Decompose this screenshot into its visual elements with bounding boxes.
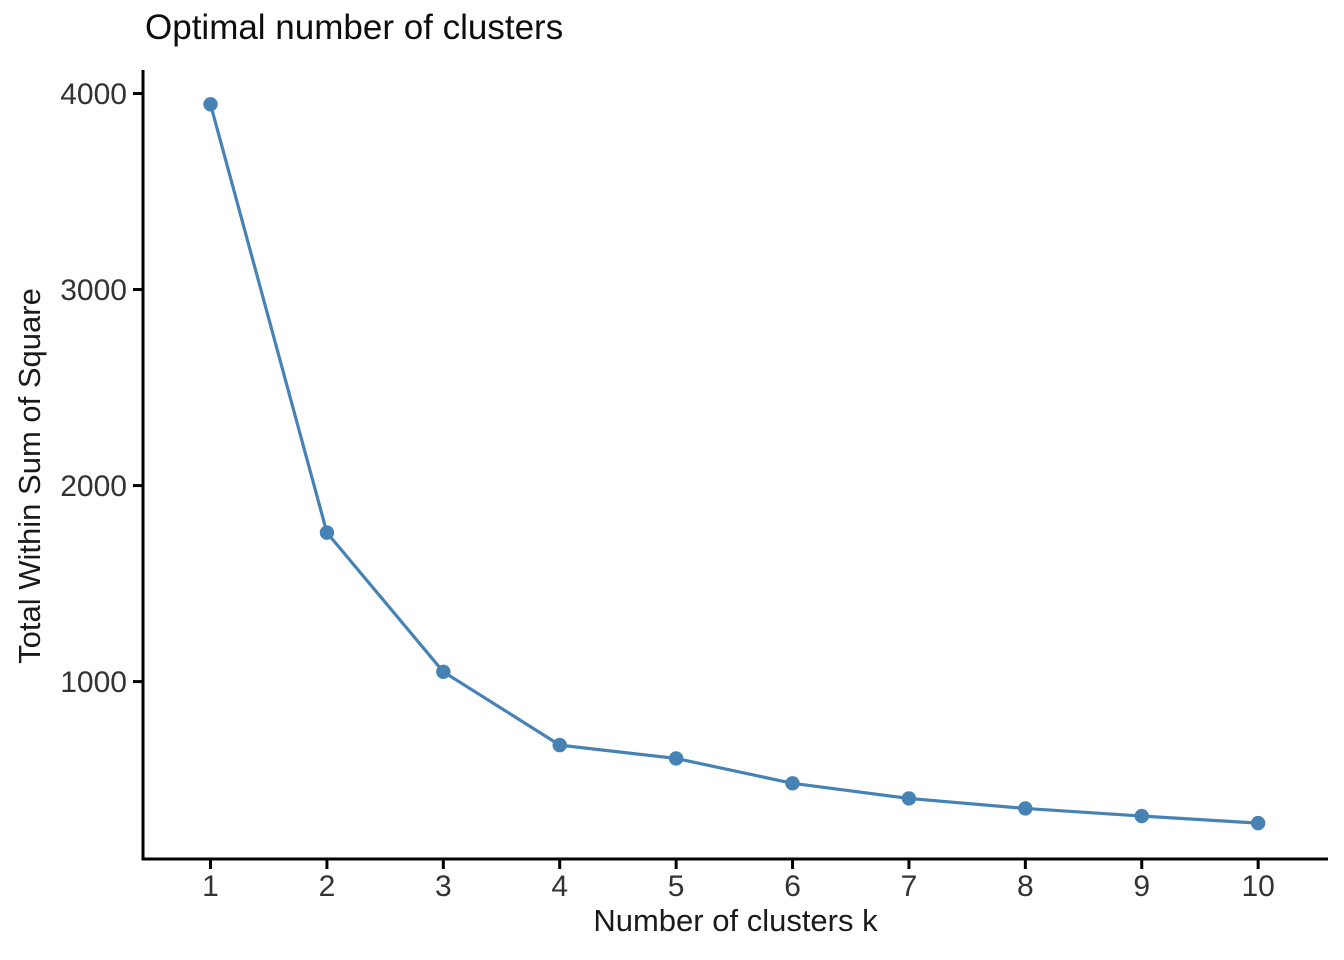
x-tick-label: 6 (784, 870, 801, 903)
x-tick-label: 2 (319, 870, 336, 903)
y-tick-label: 2000 (60, 470, 127, 503)
data-point-k6 (785, 776, 800, 791)
data-point-k5 (668, 751, 684, 766)
data-point-k8 (1018, 801, 1033, 816)
x-tick-label: 7 (901, 870, 918, 903)
data-point-k2 (319, 525, 335, 540)
data-point-k1 (203, 97, 218, 112)
data-point-k4 (552, 737, 567, 753)
y-tick-label: 1000 (60, 666, 127, 699)
chart-title: Optimal number of clusters (145, 8, 564, 47)
data-point-k10 (1250, 815, 1266, 831)
x-tick-label: 4 (551, 870, 568, 903)
x-tick-label: 5 (668, 870, 685, 903)
y-tick-label: 4000 (60, 78, 127, 111)
x-tick-label: 10 (1241, 870, 1274, 903)
x-axis-title: Number of clusters k (593, 903, 878, 938)
x-tick-label: 3 (435, 870, 452, 903)
data-point-k3 (436, 664, 451, 679)
data-point-k9 (1134, 808, 1149, 824)
y-tick-label: 3000 (60, 274, 127, 307)
wss-line (208, 102, 1260, 825)
x-tick-label: 1 (202, 870, 219, 903)
y-axis-title: Total Within Sum of Square (12, 288, 47, 664)
data-point-k7 (901, 791, 917, 806)
x-tick-label: 9 (1133, 870, 1150, 903)
x-tick-label: 8 (1017, 870, 1034, 903)
